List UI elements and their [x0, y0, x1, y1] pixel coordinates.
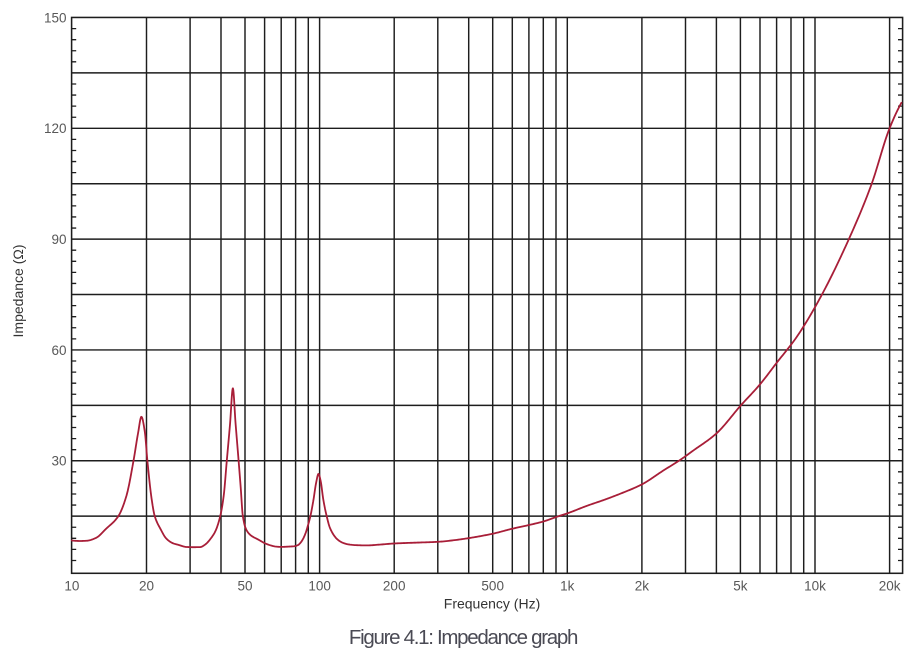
- svg-text:500: 500: [481, 579, 504, 594]
- svg-text:1k: 1k: [560, 579, 575, 594]
- svg-text:100: 100: [308, 579, 331, 594]
- svg-text:10: 10: [64, 579, 79, 594]
- svg-text:20k: 20k: [879, 579, 901, 594]
- svg-text:60: 60: [51, 343, 66, 358]
- svg-text:30: 30: [51, 454, 66, 469]
- svg-text:Impedance (Ω): Impedance (Ω): [10, 245, 26, 338]
- svg-text:2k: 2k: [635, 579, 650, 594]
- svg-text:Figure 4.1: Impedance graph: Figure 4.1: Impedance graph: [349, 626, 578, 649]
- svg-text:90: 90: [51, 232, 66, 247]
- svg-text:Frequency (Hz): Frequency (Hz): [444, 596, 540, 612]
- svg-text:200: 200: [383, 579, 406, 594]
- svg-text:150: 150: [44, 10, 67, 25]
- svg-text:10k: 10k: [804, 579, 826, 594]
- svg-text:120: 120: [44, 121, 67, 136]
- svg-text:20: 20: [139, 579, 154, 594]
- svg-text:50: 50: [237, 579, 252, 594]
- svg-text:5k: 5k: [733, 579, 748, 594]
